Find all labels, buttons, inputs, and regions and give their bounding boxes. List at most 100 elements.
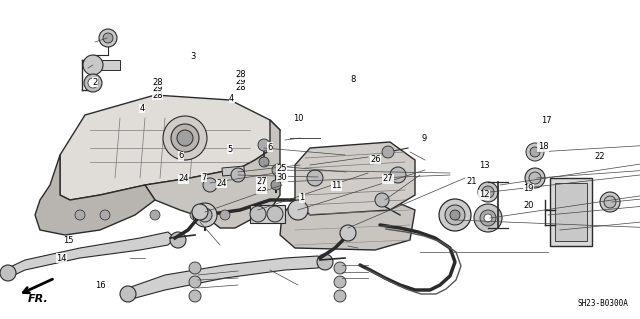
Text: 29: 29 — [152, 84, 163, 93]
Circle shape — [83, 55, 103, 75]
Text: 10: 10 — [293, 114, 303, 122]
Circle shape — [231, 168, 245, 182]
Circle shape — [203, 178, 217, 192]
Circle shape — [478, 182, 498, 202]
Text: 30: 30 — [276, 173, 287, 182]
Text: 21: 21 — [466, 177, 476, 186]
Circle shape — [317, 254, 333, 270]
Bar — [555, 183, 587, 241]
Text: 1: 1 — [300, 193, 305, 202]
Text: 27: 27 — [383, 174, 394, 183]
Text: 4: 4 — [229, 94, 234, 103]
Polygon shape — [145, 120, 280, 228]
Text: 19: 19 — [524, 184, 534, 193]
Text: SH23-B0300A: SH23-B0300A — [577, 299, 628, 308]
Circle shape — [482, 186, 494, 198]
Circle shape — [171, 124, 199, 152]
Circle shape — [525, 168, 545, 188]
Text: 26: 26 — [370, 155, 381, 164]
Circle shape — [480, 210, 496, 226]
Text: 17: 17 — [541, 116, 552, 125]
Text: 20: 20 — [524, 201, 534, 210]
Text: 28: 28 — [236, 70, 246, 79]
Circle shape — [170, 232, 186, 248]
Circle shape — [250, 206, 266, 222]
Circle shape — [529, 172, 541, 184]
Bar — [550, 178, 592, 246]
Circle shape — [193, 203, 217, 227]
Circle shape — [189, 290, 201, 302]
Text: 22: 22 — [594, 152, 604, 161]
Polygon shape — [35, 155, 155, 235]
Circle shape — [526, 143, 544, 161]
Text: 16: 16 — [95, 281, 106, 290]
Text: 24: 24 — [216, 179, 227, 188]
Text: 11: 11 — [332, 181, 342, 190]
Text: 12: 12 — [479, 190, 489, 199]
Circle shape — [192, 204, 208, 220]
Text: 3: 3 — [191, 52, 196, 61]
Circle shape — [75, 210, 85, 220]
Circle shape — [530, 147, 540, 157]
Circle shape — [100, 210, 110, 220]
Circle shape — [220, 210, 230, 220]
Circle shape — [445, 205, 465, 225]
Circle shape — [439, 199, 471, 231]
Text: 23: 23 — [256, 184, 267, 193]
Circle shape — [600, 192, 620, 212]
Circle shape — [103, 33, 113, 43]
Circle shape — [450, 210, 460, 220]
Bar — [98, 60, 120, 70]
Circle shape — [189, 276, 201, 288]
Circle shape — [288, 200, 308, 220]
Text: 29: 29 — [236, 77, 246, 86]
Text: 9: 9 — [421, 134, 426, 143]
Text: 27: 27 — [256, 177, 267, 186]
Text: 8: 8 — [351, 75, 356, 84]
Circle shape — [271, 180, 281, 190]
Text: 6: 6 — [178, 151, 183, 160]
Text: 6: 6 — [268, 143, 273, 152]
Circle shape — [307, 170, 323, 186]
Circle shape — [189, 262, 201, 274]
Circle shape — [84, 74, 102, 92]
Polygon shape — [8, 232, 175, 278]
Circle shape — [484, 214, 492, 222]
Text: 28: 28 — [152, 91, 163, 100]
Text: 13: 13 — [479, 161, 490, 170]
Circle shape — [272, 164, 284, 176]
Circle shape — [390, 167, 406, 183]
Text: 7: 7 — [202, 173, 207, 182]
Text: 18: 18 — [538, 142, 548, 151]
Text: 2: 2 — [93, 78, 98, 87]
Circle shape — [150, 210, 160, 220]
Text: 28: 28 — [152, 78, 163, 87]
Text: 14: 14 — [56, 254, 67, 263]
Text: 15: 15 — [63, 236, 73, 245]
Polygon shape — [128, 256, 325, 300]
Circle shape — [177, 130, 193, 146]
Text: 24: 24 — [178, 174, 188, 183]
Circle shape — [0, 265, 16, 281]
Circle shape — [258, 139, 270, 151]
Polygon shape — [295, 142, 415, 215]
Circle shape — [474, 204, 502, 232]
Text: 5: 5 — [227, 145, 232, 154]
Text: 25: 25 — [276, 164, 287, 173]
Circle shape — [267, 206, 283, 222]
Circle shape — [334, 262, 346, 274]
Circle shape — [190, 210, 200, 220]
Bar — [250, 205, 285, 223]
Circle shape — [163, 116, 207, 160]
Circle shape — [340, 225, 356, 241]
Circle shape — [604, 196, 616, 208]
Text: 28: 28 — [236, 83, 246, 92]
Circle shape — [88, 78, 98, 88]
Polygon shape — [60, 95, 280, 200]
Polygon shape — [280, 195, 415, 250]
Circle shape — [375, 193, 389, 207]
Circle shape — [334, 290, 346, 302]
Text: FR.: FR. — [28, 294, 49, 304]
Circle shape — [334, 276, 346, 288]
Text: 4: 4 — [140, 104, 145, 113]
